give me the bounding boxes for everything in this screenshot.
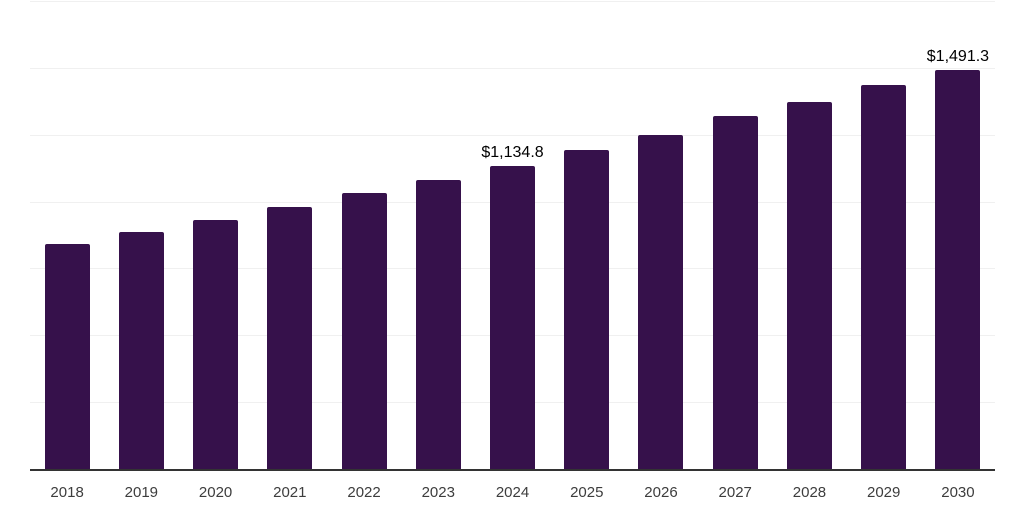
x-axis-line (30, 469, 995, 471)
bar-2020 (193, 220, 239, 469)
x-tick-label-2029: 2029 (867, 484, 901, 501)
x-tick-label-2023: 2023 (421, 484, 455, 501)
bar-column-2027 (698, 0, 772, 469)
gridline-1750 (30, 1, 995, 2)
bar-2019 (118, 232, 164, 469)
bar-2021 (267, 207, 313, 469)
x-tick-label-2019: 2019 (124, 484, 159, 501)
bar-2023 (415, 180, 461, 469)
x-tick-label-2024: 2024 (495, 484, 530, 501)
bar-column-2024: $1,134.8 (475, 0, 549, 469)
plot-area: $1,134.8 $1,491.3 (30, 0, 995, 469)
x-tick-label-2026: 2026 (644, 484, 678, 501)
bar-2030: $1,491.3 (927, 48, 989, 469)
bar-column-2019 (104, 0, 178, 469)
bar-column-2018 (30, 0, 104, 469)
gridline-1500 (30, 67, 995, 69)
bar-value-label-2024: $1,134.8 (481, 143, 544, 161)
x-tick-label-2030: 2030 (941, 484, 975, 501)
bars-row: $1,134.8 $1,491.3 (30, 0, 995, 469)
x-tick-label-2022: 2022 (347, 484, 381, 501)
bar-2024: $1,134.8 (481, 144, 544, 469)
bar-column-2022 (327, 0, 401, 469)
bar-column-2029 (847, 0, 921, 469)
bar-column-2030: $1,491.3 (921, 0, 995, 469)
x-tick-label-2027: 2027 (718, 484, 752, 501)
bar-2022 (341, 193, 387, 469)
x-tick-label-2018: 2018 (50, 484, 84, 501)
bar-2029 (861, 84, 907, 469)
bar-2025 (564, 150, 610, 469)
x-axis: 2018 2019 2020 2021 2022 2023 2024 2025 2026 2027… (30, 485, 995, 501)
x-tick-label-2025: 2025 (570, 484, 604, 501)
x-tick-label-2028: 2028 (792, 484, 827, 501)
bar-column-2023 (401, 0, 475, 469)
bar-2028 (786, 101, 832, 469)
bar-2027 (712, 116, 758, 469)
bar-2026 (638, 134, 684, 469)
x-tick-label-2021: 2021 (273, 484, 307, 501)
bar-column-2028 (772, 0, 846, 469)
x-tick-label-2020: 2020 (198, 484, 233, 501)
bar-column-2026 (624, 0, 698, 469)
bar-column-2020 (178, 0, 252, 469)
bar-2018 (44, 244, 90, 469)
gridline-1250 (30, 134, 995, 136)
bar-column-2021 (253, 0, 327, 469)
bar-value-label-2030: $1,491.3 (926, 48, 990, 66)
bar-column-2025 (550, 0, 624, 469)
